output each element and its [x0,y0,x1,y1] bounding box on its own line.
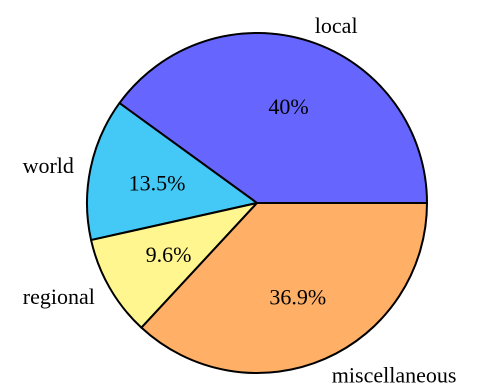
pie-percent-label-world: 13.5% [129,170,186,195]
pie-percent-label-miscellaneous: 36.9% [269,285,326,310]
pie-labels: 40% local 13.5% world 9.6% regional 36.9% misce… [23,13,457,387]
pie-slice-label-miscellaneous: miscellaneous [332,362,457,387]
pie-slice-label-world: world [23,153,74,178]
pie-percent-label-regional: 9.6% [146,242,192,267]
pie-slice-miscellaneous [140,202,428,374]
pie-slice-regional [90,202,258,329]
pie-slice-local [118,32,428,204]
pie-slice-world [86,102,258,242]
pie-slice-label-regional: regional [23,284,95,309]
pie-percent-label-local: 40% [268,94,308,119]
pie-slice-label-local: local [315,13,358,38]
pie-slices [86,32,428,374]
